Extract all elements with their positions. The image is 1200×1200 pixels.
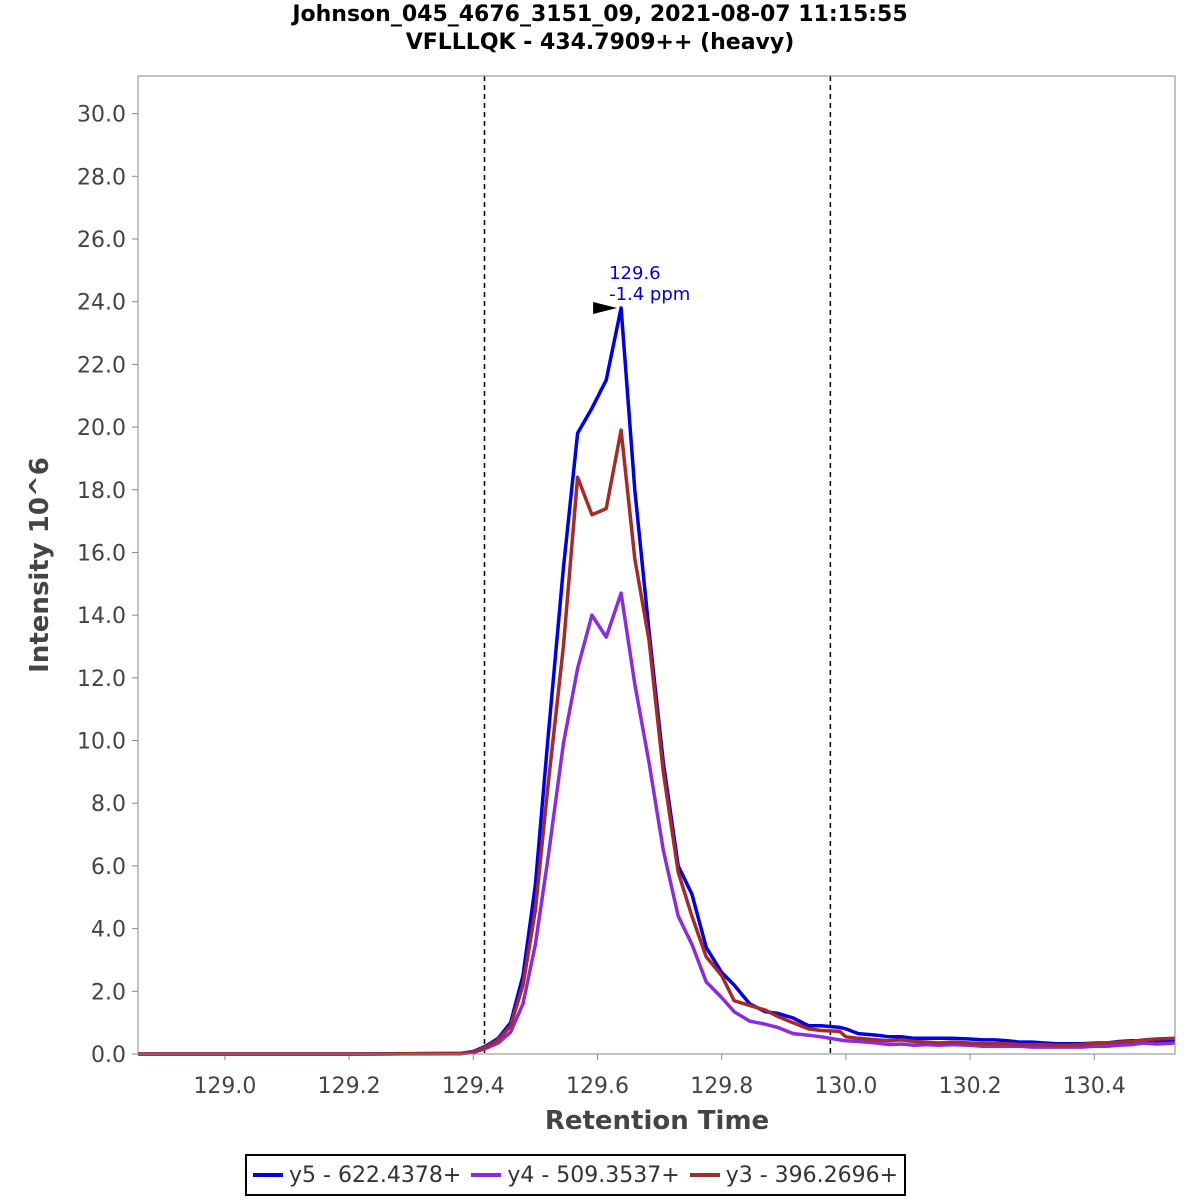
y-tick-label: 8.0 [91, 792, 126, 817]
y-tick-label: 28.0 [77, 165, 126, 190]
x-axis-title: Retention Time [545, 1106, 769, 1136]
series-line-y3 [138, 428, 1176, 1056]
plot-area [137, 75, 1176, 1055]
peak-rt-label: 129.6 [609, 263, 661, 284]
x-tick-label: 129.6 [566, 1074, 629, 1099]
legend-item-y3[interactable]: y3 - 396.2696+ [689, 1162, 899, 1188]
chart-title-line-2: VFLLLQK - 434.7909++ (heavy) [405, 30, 795, 55]
legend-item-y5[interactable]: y5 - 622.4378+ [253, 1163, 461, 1188]
peak-arrow-icon [593, 301, 618, 314]
legend-swatch-y4 [471, 1173, 502, 1177]
y-tick-label: 18.0 [77, 479, 126, 504]
x-tick-label: 129.8 [690, 1074, 753, 1099]
series-line-y4 [138, 591, 1176, 1056]
y-tick-label: 20.0 [77, 416, 126, 441]
plot-border [137, 75, 1176, 1055]
y-axis-title: Intensity 10^6 [25, 457, 55, 673]
x-tick-label: 129.2 [318, 1074, 381, 1099]
y-tick-label: 6.0 [91, 855, 126, 880]
y-tick-label: 26.0 [77, 228, 126, 253]
legend: y5 - 622.4378+ y4 - 509.3537+ y3 - 396.2… [245, 1154, 907, 1196]
chart-title-line-1: Johnson_045_4676_3151_09, 2021-08-07 11:… [292, 2, 908, 27]
y-tick-label: 24.0 [77, 291, 126, 316]
y-tick-label: 10.0 [77, 730, 126, 755]
legend-swatch-y5 [253, 1173, 283, 1177]
legend-item-y4[interactable]: y4 - 509.3537+ [471, 1162, 680, 1188]
legend-label-y5: y5 - 622.4378+ [289, 1162, 462, 1188]
legend-label-y4: y4 - 509.3537+ [507, 1162, 680, 1188]
x-tick-label: 130.0 [814, 1074, 877, 1099]
y-tick-label: 12.0 [77, 667, 126, 692]
x-tick-label: 130.4 [1063, 1074, 1126, 1099]
legend-swatch-y3 [689, 1173, 720, 1177]
chromatogram-chart: 0.0 2.0 4.0 6.0 8.0 10.0 12.0 14.0 16.0 18.0 20.0 2… [25, 75, 1176, 1136]
y-tick-label: 4.0 [91, 918, 126, 943]
x-tick-label: 129.4 [442, 1074, 505, 1099]
y-tick-label: 22.0 [77, 353, 126, 378]
x-tick-label: 129.0 [193, 1074, 256, 1099]
y-tick-label: 16.0 [77, 541, 126, 566]
y-tick-label: 14.0 [77, 604, 126, 629]
y-tick-label: 0.0 [91, 1043, 126, 1068]
y-tick-label: 30.0 [77, 103, 126, 128]
peak-ppm-label: -1.4 ppm [609, 284, 690, 305]
x-tick-label: 130.2 [939, 1074, 1002, 1099]
legend-label-y3: y3 - 396.2696+ [725, 1162, 899, 1188]
y-tick-label: 2.0 [91, 980, 126, 1005]
